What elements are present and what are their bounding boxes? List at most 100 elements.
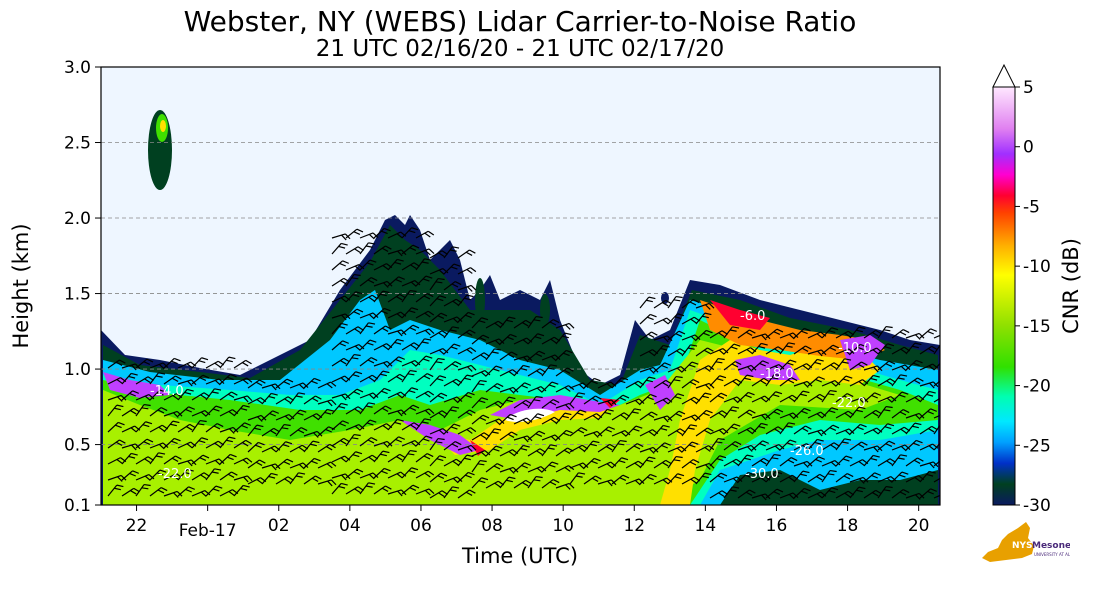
wind-barb: [877, 360, 896, 371]
wind-barb: [401, 279, 421, 287]
wind-barb: [303, 377, 321, 389]
wind-barb: [527, 333, 545, 345]
wind-barb: [205, 485, 223, 497]
wind-barb: [849, 423, 867, 435]
wind-barb: [695, 329, 713, 341]
wind-barb: [233, 395, 253, 403]
y-tick-label: 1.0: [64, 360, 91, 380]
wind-barb: [821, 379, 841, 387]
wind-barb: [527, 385, 547, 393]
wind-barb: [191, 419, 207, 433]
wind-barb: [429, 392, 448, 403]
wind-barb: [611, 439, 627, 453]
wind-barb: [723, 326, 740, 339]
wind-barb: [219, 436, 236, 449]
y-tick-label: 1.5: [64, 285, 91, 305]
wind-barb: [135, 358, 154, 369]
wind-barb: [415, 390, 435, 399]
wind-barb: [779, 377, 798, 387]
wind-barb: [163, 455, 182, 465]
wind-barb: [499, 333, 517, 345]
wind-barb: [331, 260, 349, 271]
wind-barb: [667, 365, 687, 373]
wind-barb: [331, 277, 350, 287]
wind-barb: [289, 392, 306, 405]
wind-barb: [485, 463, 504, 473]
wind-barb: [933, 342, 940, 355]
wind-barb: [261, 472, 278, 485]
wind-barb: [639, 331, 658, 341]
wind-barb: [373, 290, 390, 303]
wind-barb: [471, 477, 489, 489]
wind-barb: [709, 347, 729, 355]
wind-barb: [359, 242, 376, 255]
wind-barb: [527, 315, 543, 329]
wind-barb: [135, 473, 155, 481]
wind-barb: [569, 427, 588, 437]
wind-barb: [625, 398, 645, 406]
wind-barb: [317, 381, 337, 389]
wind-barb: [793, 407, 811, 419]
wind-barb: [905, 359, 923, 371]
cnr-blob: [514, 311, 526, 339]
wind-barb: [905, 342, 922, 355]
wind-barb: [387, 258, 404, 271]
wind-barb: [149, 469, 167, 481]
wind-barb: [723, 361, 742, 371]
wind-barb: [275, 458, 294, 469]
wind-barb: [443, 396, 463, 404]
wind-barb: [905, 377, 924, 387]
wind-barb: [107, 484, 124, 497]
wind-barb: [835, 375, 853, 387]
wind-barb: [877, 395, 897, 403]
wind-barb: [541, 381, 559, 393]
wind-barb: [709, 357, 725, 371]
wind-barb: [303, 440, 320, 453]
wind-barb: [877, 423, 895, 435]
wind-barb: [233, 404, 250, 417]
wind-barb: [275, 423, 291, 437]
wind-barb: [751, 457, 770, 467]
wind-barb: [765, 363, 785, 371]
wind-barb: [821, 389, 837, 403]
wind-barb: [653, 459, 672, 469]
wind-barb: [849, 361, 868, 371]
chart-subtitle: 21 UTC 02/16/20 - 21 UTC 02/17/20: [315, 36, 725, 62]
svg-text:UNIVERSITY AT ALBANY: UNIVERSITY AT ALBANY: [1034, 552, 1070, 557]
wind-barb: [443, 361, 462, 371]
contour-label: -18.0: [760, 367, 794, 382]
wind-barb: [205, 468, 222, 481]
wind-barb: [415, 355, 433, 367]
wind-barb: [373, 405, 392, 415]
wind-barb: [415, 248, 435, 256]
wind-barb: [205, 458, 225, 466]
contour-label: -22.0: [158, 467, 192, 482]
wind-barb: [499, 351, 518, 361]
wind-barb: [429, 455, 447, 467]
y-tick-label: 2.0: [64, 209, 91, 229]
wind-barb: [289, 472, 306, 485]
wind-barb: [471, 334, 490, 345]
wind-barb: [765, 471, 783, 483]
wind-barb: [723, 343, 741, 355]
wind-barb: [415, 310, 435, 319]
wind-barb: [821, 459, 841, 467]
wind-barb: [779, 492, 799, 500]
wind-barb: [639, 296, 656, 309]
wind-barb: [443, 486, 460, 499]
wind-barb: [443, 423, 461, 435]
wind-barb: [485, 418, 505, 426]
cnr-blob: [540, 294, 550, 326]
wind-barb: [177, 468, 194, 481]
wind-barb: [807, 438, 824, 451]
x-axis-label: Time (UTC): [461, 544, 578, 568]
wind-barb: [709, 472, 728, 483]
wind-barb: [415, 488, 435, 496]
wind-barb: [625, 443, 644, 453]
wind-barb: [695, 392, 712, 405]
wind-barb: [793, 345, 812, 355]
wind-barb: [555, 332, 572, 345]
wind-barb: [905, 422, 922, 435]
x-axis: 22 Feb-17 02 04 06 08 10 12 14 16 18 20: [126, 505, 929, 541]
wind-barb: [807, 376, 825, 387]
